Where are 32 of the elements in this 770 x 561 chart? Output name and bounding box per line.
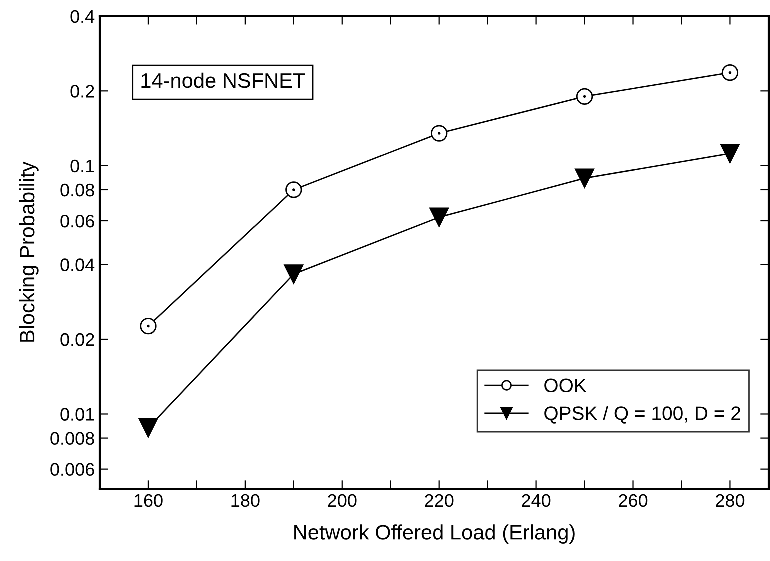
y-axis-title: Blocking Probability [19,162,39,342]
y-tick-label: 0.01 [60,408,94,421]
x-tick-label: 280 [716,494,745,508]
x-axis-title: Network Offered Load (Erlang) [294,524,575,544]
x-tick-label: 260 [619,494,648,508]
point [722,64,739,82]
annotation: 14-node NSFNET [142,72,306,88]
x-tick-label: 220 [425,494,454,508]
y-tick-label: 0.06 [60,214,94,228]
point [286,182,302,198]
y-tick-label: 0.006 [50,463,94,476]
legend-label: QPSK / Q = 100, D = 2 [544,406,740,424]
y-tick-label: 0.02 [60,333,94,346]
y-tick-label: 0.04 [60,258,95,272]
y-tick-label: 0.08 [60,184,94,197]
legend-label: OOK [544,378,587,393]
point [575,168,595,188]
y-tick-label: 0.1 [70,160,94,173]
point [138,418,158,438]
point [140,318,157,335]
point [720,144,740,164]
point [430,208,450,228]
point [284,264,304,284]
point [431,125,448,142]
y-tick-label: 0.2 [70,85,94,98]
x-tick-label: 200 [328,494,357,508]
point [576,88,594,106]
x-tick-label: 160 [134,494,163,508]
x-tick-label: 180 [232,494,260,508]
y-tick-label: 0.008 [50,432,94,446]
y-tick-label: 0.4 [70,10,95,24]
x-tick-label: 240 [522,494,551,508]
